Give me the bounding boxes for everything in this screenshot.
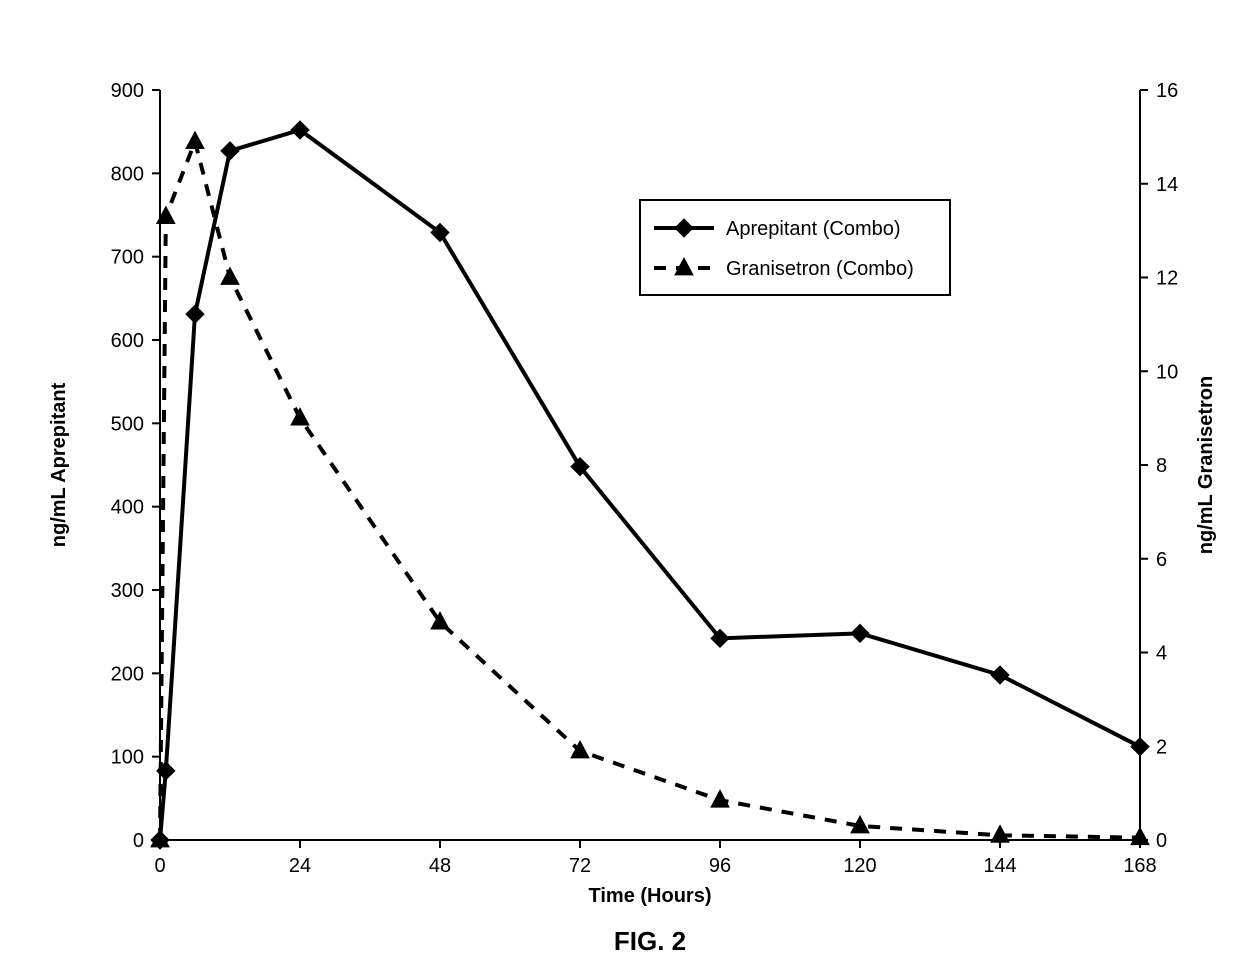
y-left-tick-label: 100 bbox=[111, 747, 144, 769]
y-right-tick-label: 0 bbox=[1156, 830, 1167, 852]
x-tick-label: 120 bbox=[843, 855, 876, 877]
triangle-marker bbox=[711, 790, 729, 807]
chart-container: 0244872961201441680100200300400500600700… bbox=[0, 0, 1240, 978]
triangle-marker bbox=[571, 741, 589, 758]
y-right-tick-label: 2 bbox=[1156, 736, 1167, 758]
y-left-tick-label: 300 bbox=[111, 580, 144, 602]
triangle-marker bbox=[221, 268, 239, 285]
triangle-marker bbox=[291, 408, 309, 425]
legend-label-aprepitant: Aprepitant (Combo) bbox=[726, 218, 901, 240]
y-right-axis-title: ng/mL Granisetron bbox=[1195, 376, 1217, 555]
triangle-marker bbox=[186, 132, 204, 149]
diamond-marker bbox=[675, 219, 693, 237]
y-right-tick-label: 8 bbox=[1156, 455, 1167, 477]
x-tick-label: 48 bbox=[429, 855, 451, 877]
y-left-tick-label: 400 bbox=[111, 497, 144, 519]
diamond-marker bbox=[991, 666, 1009, 684]
series-line-aprepitant bbox=[160, 130, 1140, 840]
y-right-tick-label: 4 bbox=[1156, 643, 1167, 665]
y-left-tick-label: 700 bbox=[111, 247, 144, 269]
legend-box bbox=[640, 200, 950, 295]
pk-chart: 0244872961201441680100200300400500600700… bbox=[0, 0, 1240, 978]
x-tick-label: 72 bbox=[569, 855, 591, 877]
x-tick-label: 144 bbox=[983, 855, 1016, 877]
y-left-axis-title: ng/mL Aprepitant bbox=[48, 382, 70, 547]
y-right-tick-label: 12 bbox=[1156, 268, 1178, 290]
x-tick-label: 24 bbox=[289, 855, 311, 877]
y-left-tick-label: 200 bbox=[111, 663, 144, 685]
diamond-marker bbox=[186, 305, 204, 323]
y-left-tick-label: 500 bbox=[111, 413, 144, 435]
y-left-tick-label: 900 bbox=[111, 80, 144, 102]
y-left-tick-label: 600 bbox=[111, 330, 144, 352]
y-left-tick-label: 0 bbox=[133, 830, 144, 852]
diamond-marker bbox=[1131, 738, 1149, 756]
y-left-tick-label: 800 bbox=[111, 163, 144, 185]
x-axis-title: Time (Hours) bbox=[589, 885, 712, 907]
y-right-tick-label: 6 bbox=[1156, 549, 1167, 571]
y-right-tick-label: 16 bbox=[1156, 80, 1178, 102]
x-tick-label: 0 bbox=[154, 855, 165, 877]
diamond-marker bbox=[851, 624, 869, 642]
legend-label-granisetron: Granisetron (Combo) bbox=[726, 258, 914, 280]
x-tick-label: 168 bbox=[1123, 855, 1156, 877]
y-right-tick-label: 14 bbox=[1156, 174, 1178, 196]
figure-label: FIG. 2 bbox=[614, 926, 686, 956]
diamond-marker bbox=[221, 142, 239, 160]
x-tick-label: 96 bbox=[709, 855, 731, 877]
y-right-tick-label: 10 bbox=[1156, 361, 1178, 383]
series-line-granisetron bbox=[160, 142, 1140, 840]
